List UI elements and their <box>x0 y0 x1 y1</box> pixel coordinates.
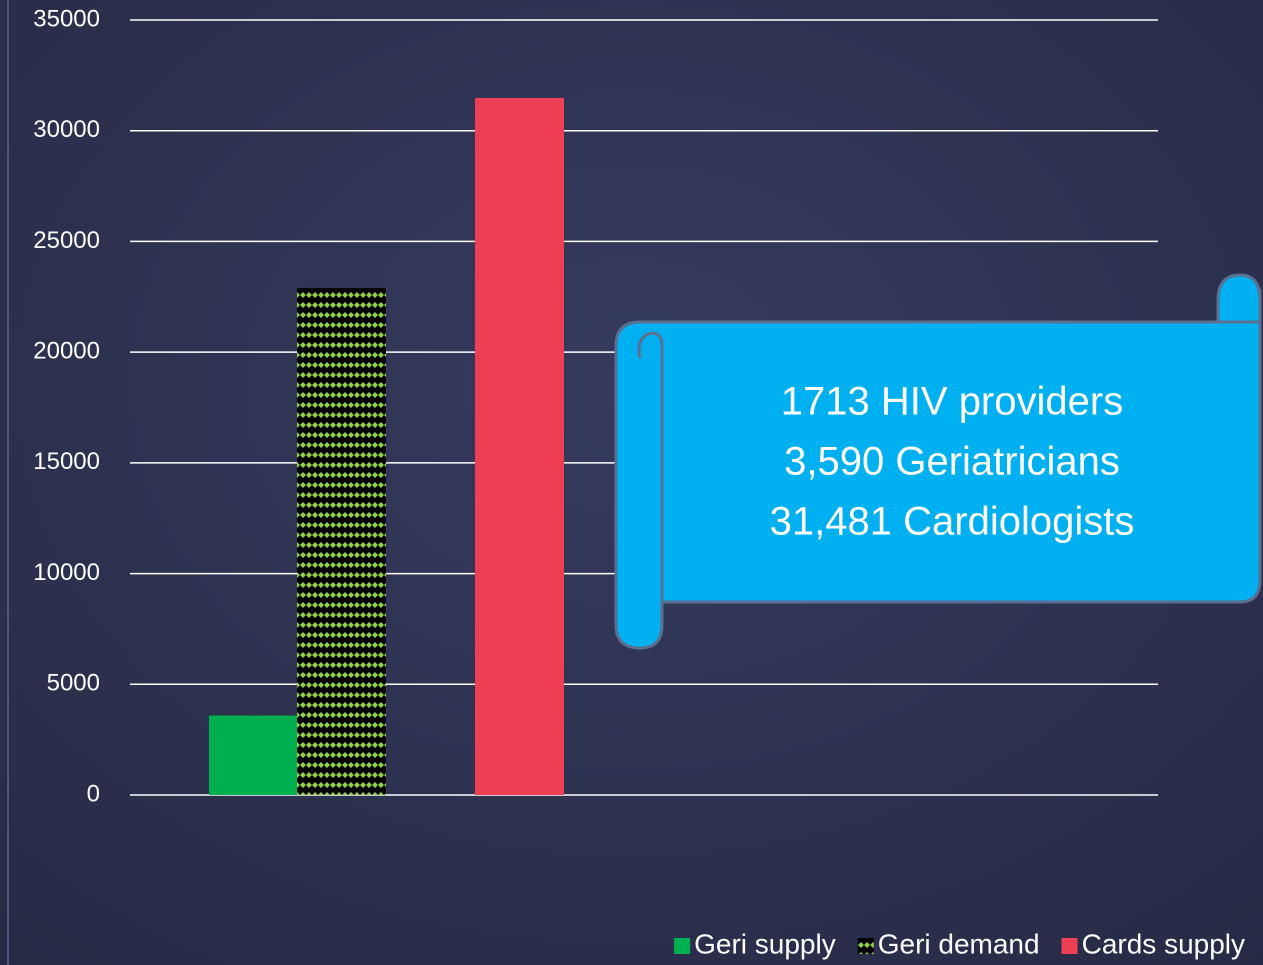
y-tick-label: 15000 <box>33 448 100 475</box>
y-tick-label: 35000 <box>33 5 100 32</box>
bar <box>209 716 298 795</box>
callout: 1713 HIV providers 3,590 Geriatricians 3… <box>616 275 1260 648</box>
legend-swatch <box>674 938 690 954</box>
bar <box>475 98 564 795</box>
legend-swatch <box>1062 938 1078 954</box>
y-tick-label: 0 <box>87 780 100 807</box>
bar <box>297 288 386 795</box>
page: {"chart_data": {"type": "bar", "categori… <box>0 0 1263 965</box>
y-tick-label: 10000 <box>33 559 100 586</box>
legend-label: Geri demand <box>878 928 1040 959</box>
y-tick-label: 5000 <box>47 670 100 697</box>
callout-text: 31,481 Cardiologists <box>770 500 1135 544</box>
y-tick-label: 20000 <box>33 337 100 364</box>
y-tick-label: 25000 <box>33 227 100 254</box>
legend-swatch <box>858 938 874 954</box>
y-tick-label: 30000 <box>33 116 100 143</box>
legend-label: Cards supply <box>1082 928 1245 959</box>
legend-label: Geri supply <box>694 928 836 959</box>
chart: 0 5000 10000 15000 20000 25000 30000 35000 1713… <box>0 0 1263 965</box>
callout-text: 3,590 Geriatricians <box>784 440 1120 484</box>
callout-text: 1713 HIV providers <box>781 380 1123 424</box>
scroll-curl <box>1218 275 1260 322</box>
legend: Cards supply Geri demand Geri supply <box>674 928 1245 959</box>
